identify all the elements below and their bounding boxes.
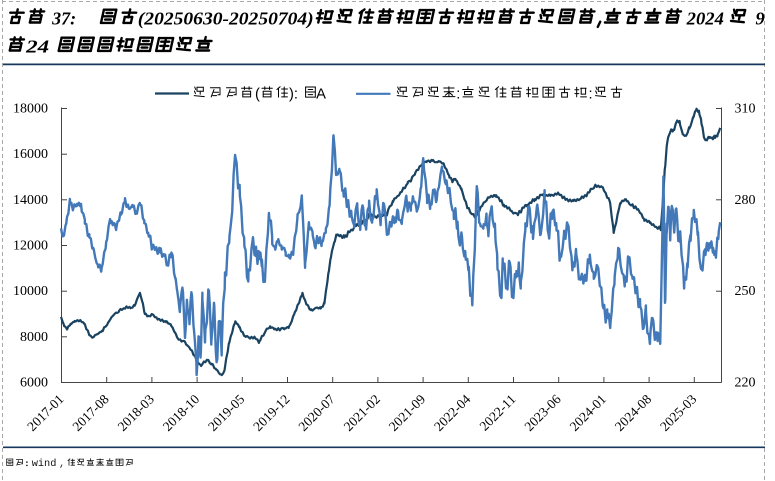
svg-text:6000: 6000: [20, 376, 48, 391]
svg-text:18000: 18000: [13, 102, 48, 117]
svg-text:24: 24: [25, 37, 49, 57]
svg-text::: :: [589, 86, 593, 102]
svg-text:12000: 12000: [13, 239, 48, 254]
svg-text:10000: 10000: [13, 284, 48, 299]
svg-text:9: 9: [756, 9, 765, 29]
svg-text:14000: 14000: [13, 193, 48, 208]
svg-text:220: 220: [735, 376, 756, 391]
svg-text:37:: 37:: [51, 9, 76, 29]
svg-text:280: 280: [735, 193, 756, 208]
svg-text:8000: 8000: [20, 330, 48, 345]
svg-text:310: 310: [735, 102, 756, 117]
svg-text:A: A: [316, 86, 326, 102]
svg-text::: :: [456, 86, 460, 102]
svg-text:(20250630-20250704): (20250630-20250704): [138, 9, 314, 30]
svg-text:wind: wind: [32, 458, 57, 470]
svg-text:):: ):: [289, 86, 298, 102]
svg-text:2024: 2024: [686, 9, 724, 29]
svg-text:16000: 16000: [13, 147, 48, 162]
svg-text:(: (: [255, 86, 260, 102]
svg-text:250: 250: [735, 284, 756, 299]
